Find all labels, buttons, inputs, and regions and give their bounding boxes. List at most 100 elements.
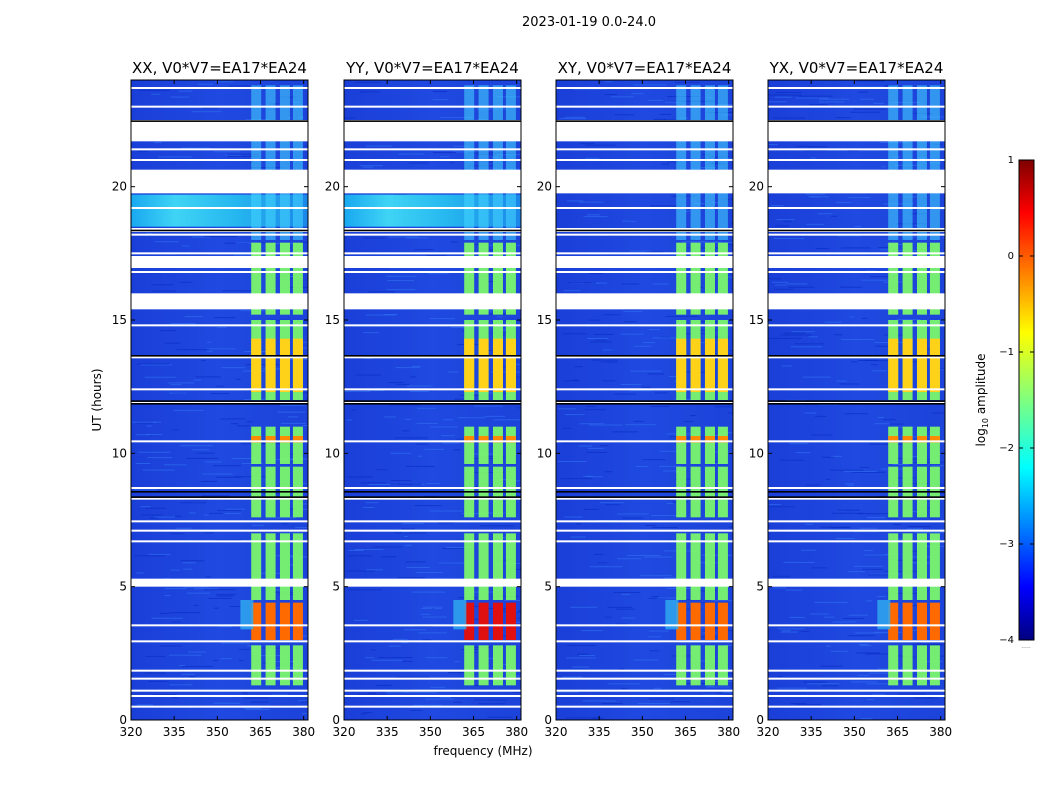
noise-speck bbox=[348, 549, 364, 551]
rfi-faint-mark bbox=[464, 85, 475, 240]
noise-speck bbox=[278, 593, 302, 595]
noise-speck bbox=[186, 457, 219, 459]
y-tick-label: 5 bbox=[544, 580, 552, 594]
noise-speck bbox=[512, 376, 521, 378]
noise-speck bbox=[579, 423, 604, 425]
flagged-row bbox=[131, 540, 308, 543]
noise-speck bbox=[675, 399, 701, 401]
noise-speck bbox=[404, 418, 412, 420]
noise-speck bbox=[222, 290, 252, 292]
noise-speck bbox=[807, 146, 828, 148]
noise-speck bbox=[629, 390, 653, 392]
noise-speck bbox=[664, 577, 679, 579]
noise-speck bbox=[906, 455, 919, 457]
rfi-faint-mark bbox=[265, 85, 276, 240]
noise-speck bbox=[725, 276, 733, 278]
noise-speck bbox=[277, 532, 304, 534]
rfi-strong-mark bbox=[676, 436, 687, 443]
flagged-row bbox=[131, 87, 308, 89]
noise-speck bbox=[175, 349, 210, 351]
noise-speck bbox=[250, 701, 269, 703]
noise-speck bbox=[564, 516, 583, 518]
noise-speck bbox=[520, 365, 521, 367]
colorbar-extra-text: ..... bbox=[1021, 643, 1031, 650]
noise-speck bbox=[362, 506, 375, 508]
noise-speck bbox=[280, 422, 306, 424]
rfi-channel-mark bbox=[265, 426, 276, 464]
noise-speck bbox=[159, 330, 176, 332]
rfi-channel-mark bbox=[505, 242, 516, 315]
flagged-row bbox=[131, 271, 308, 273]
noise-speck bbox=[392, 638, 408, 640]
noise-speck bbox=[630, 221, 636, 223]
noise-speck bbox=[811, 434, 833, 436]
noise-speck bbox=[306, 398, 308, 400]
noise-speck bbox=[604, 471, 613, 473]
rfi-channel-mark bbox=[916, 426, 927, 464]
noise-speck bbox=[220, 418, 246, 420]
flagged-row bbox=[344, 105, 521, 108]
colorbar-tick-label: 1 bbox=[1008, 155, 1014, 166]
noise-speck bbox=[853, 531, 880, 533]
separator-line bbox=[131, 400, 308, 402]
noise-speck bbox=[658, 465, 682, 467]
noise-speck bbox=[473, 618, 481, 620]
noise-speck bbox=[586, 337, 609, 339]
noise-speck bbox=[617, 558, 642, 560]
y-tick-label: 15 bbox=[112, 313, 127, 327]
noise-speck bbox=[815, 248, 829, 250]
noise-speck bbox=[837, 509, 842, 511]
noise-speck bbox=[207, 341, 212, 343]
noise-speck bbox=[195, 376, 221, 378]
noise-speck bbox=[604, 81, 613, 83]
noise-speck bbox=[706, 686, 730, 688]
noise-speck bbox=[883, 203, 914, 205]
noise-speck bbox=[168, 654, 202, 656]
noise-speck bbox=[154, 516, 176, 518]
noise-speck bbox=[234, 476, 268, 478]
noise-speck bbox=[406, 385, 433, 387]
cyan-band bbox=[131, 194, 308, 227]
rfi-channel-mark bbox=[929, 426, 940, 464]
noise-speck bbox=[872, 693, 886, 695]
noise-speck bbox=[213, 607, 219, 609]
noise-speck bbox=[633, 420, 645, 422]
noise-speck bbox=[213, 660, 219, 662]
rfi-channel-mark bbox=[464, 426, 475, 464]
rfi-channel-mark bbox=[929, 645, 940, 686]
noise-speck bbox=[231, 457, 256, 459]
noise-speck bbox=[868, 672, 890, 674]
noise-speck bbox=[441, 435, 455, 437]
noise-speck bbox=[567, 200, 584, 202]
rfi-strong-mark bbox=[888, 436, 899, 443]
separator-line bbox=[344, 403, 521, 405]
noise-speck bbox=[558, 118, 587, 120]
noise-speck bbox=[776, 219, 795, 221]
separator-line bbox=[768, 229, 945, 232]
rfi-channel-mark bbox=[251, 242, 262, 315]
separator-line bbox=[768, 496, 945, 498]
noise-speck bbox=[365, 502, 379, 504]
flagged-row bbox=[556, 540, 733, 543]
noise-speck bbox=[233, 254, 256, 256]
flagged-row bbox=[344, 159, 521, 161]
noise-speck bbox=[447, 371, 459, 373]
noise-speck bbox=[906, 528, 923, 530]
noise-speck bbox=[417, 407, 437, 409]
noise-speck bbox=[514, 363, 521, 365]
flagged-row bbox=[131, 401, 308, 404]
noise-speck bbox=[938, 209, 945, 211]
noise-speck bbox=[866, 600, 873, 602]
noise-speck bbox=[727, 244, 733, 246]
noise-speck bbox=[773, 238, 805, 240]
flagged-row bbox=[344, 388, 521, 391]
noise-speck bbox=[181, 673, 195, 675]
noise-speck bbox=[641, 386, 651, 388]
flagged-block bbox=[768, 578, 945, 587]
noise-speck bbox=[665, 315, 698, 317]
x-axis-label: frequency (MHz) bbox=[433, 744, 532, 758]
noise-speck bbox=[574, 366, 583, 368]
noise-speck bbox=[857, 513, 891, 515]
noise-speck bbox=[711, 241, 733, 243]
